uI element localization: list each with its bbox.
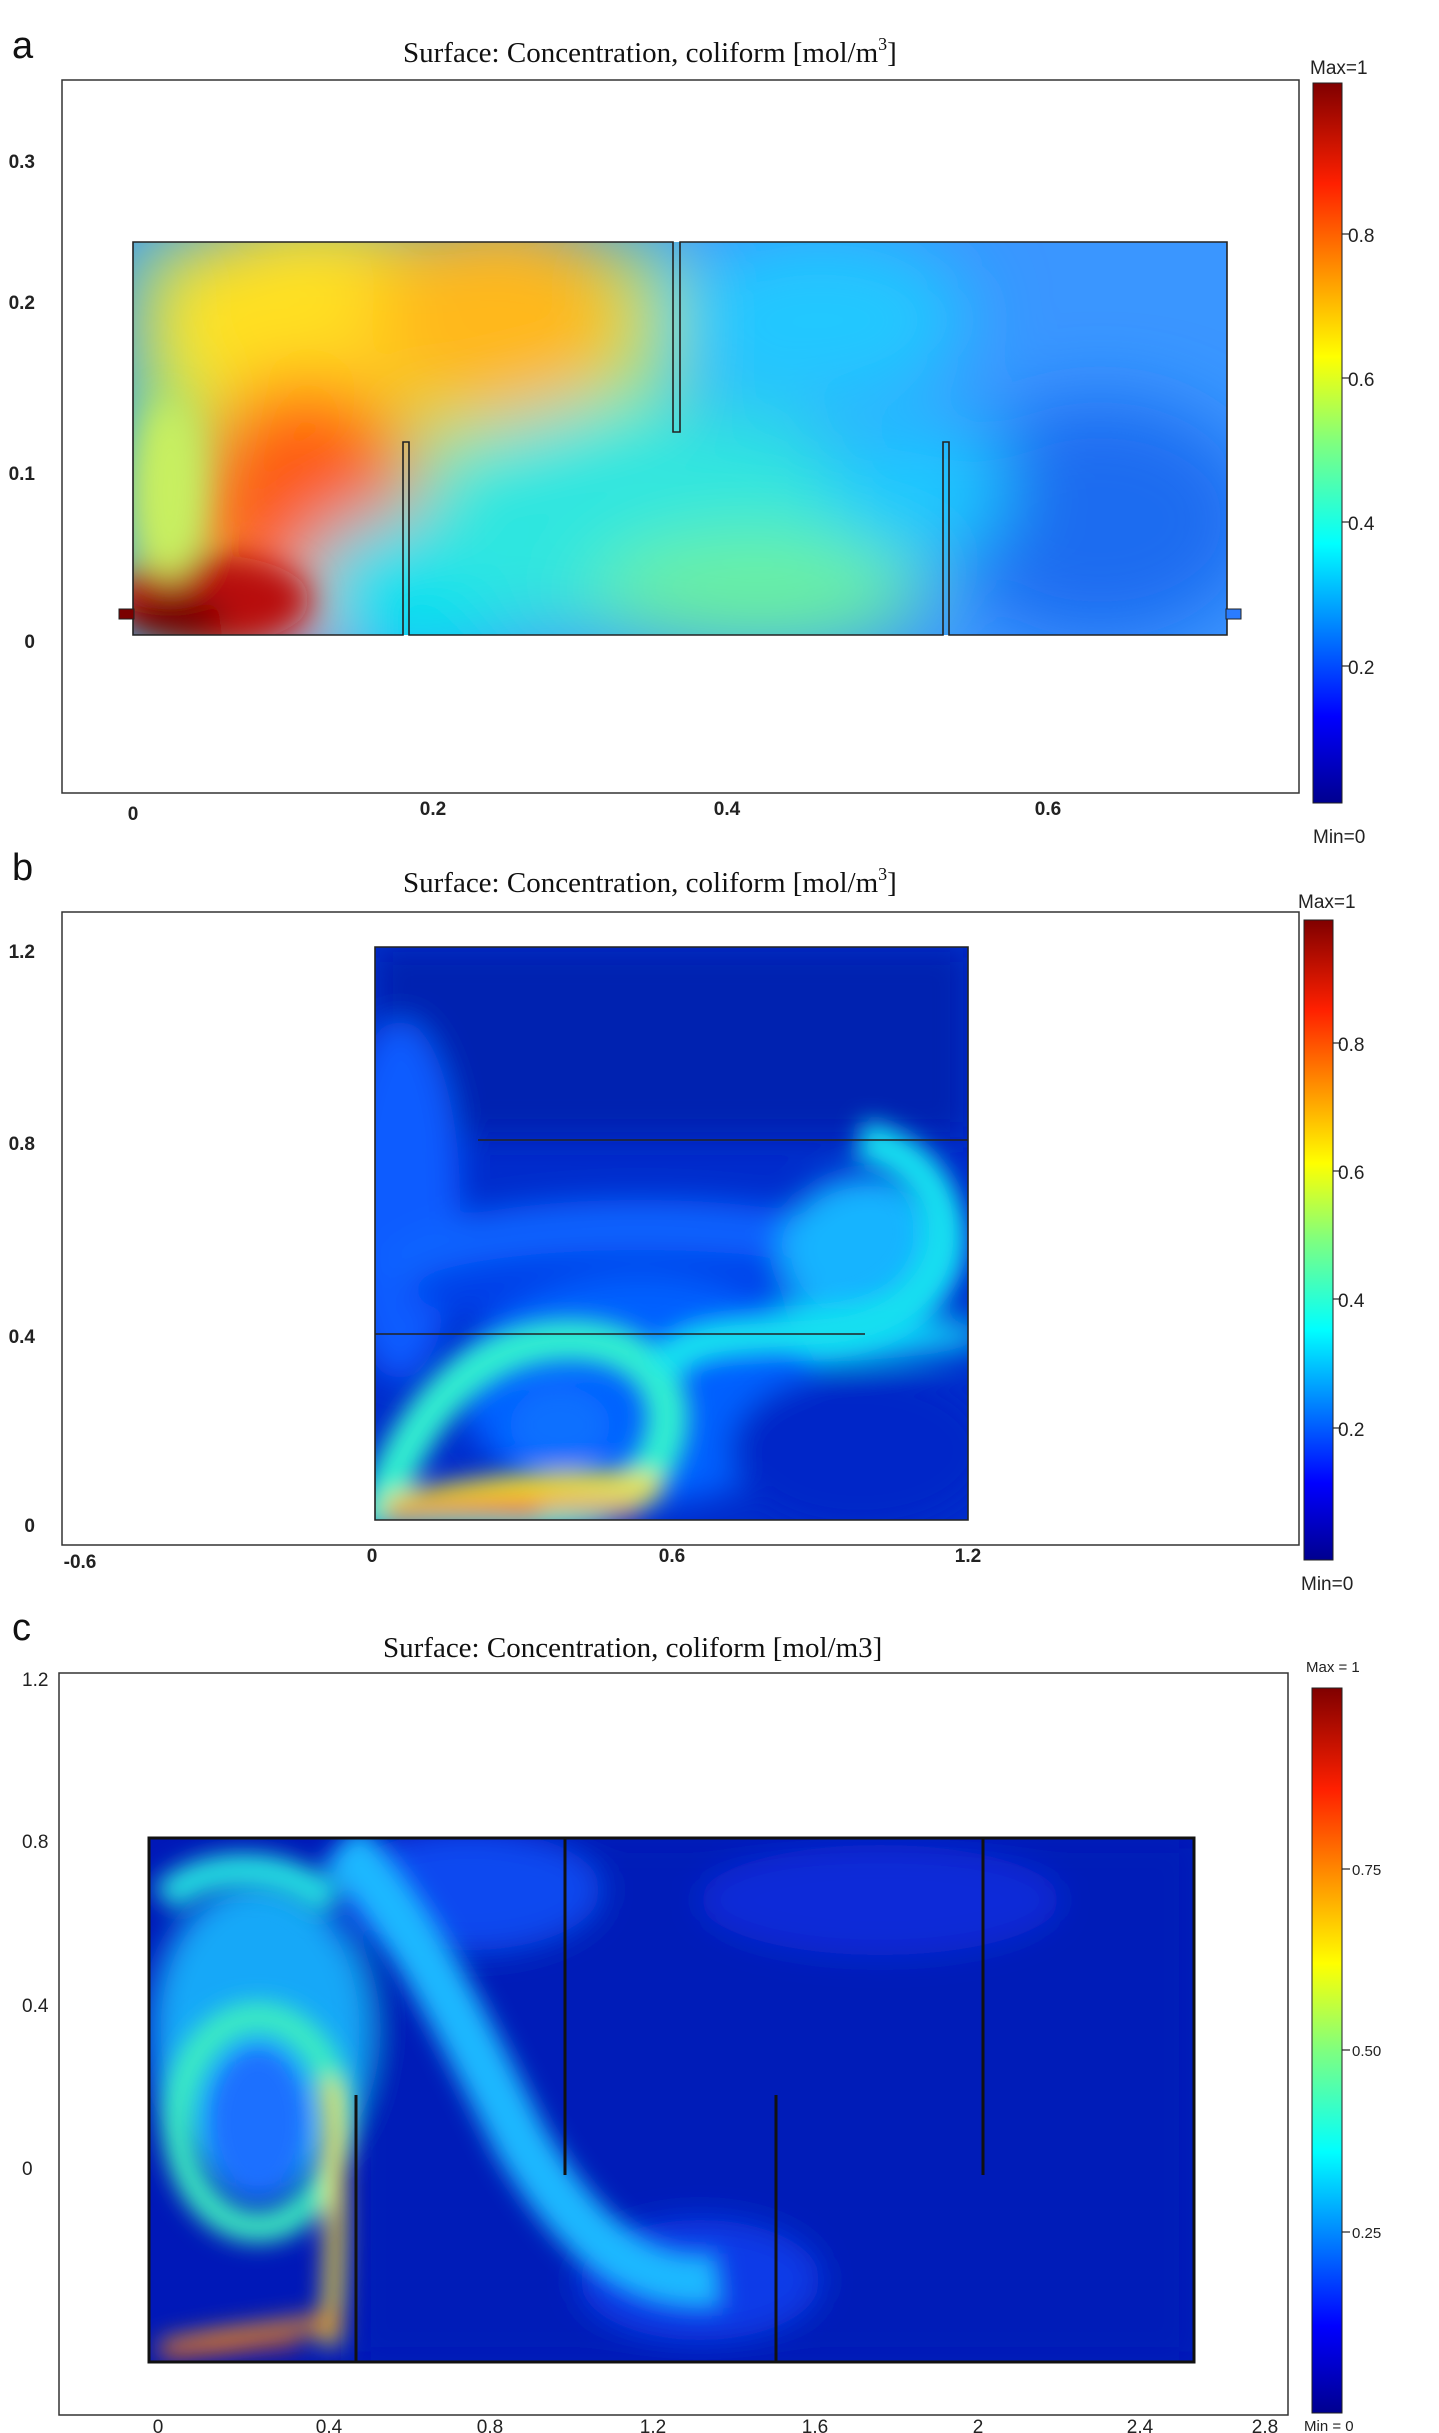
panel-c-x-tick: 2.8 <box>1252 2417 1278 2433</box>
panel-a-colorbar-max: Max=1 <box>1310 58 1368 79</box>
panel-a-x-tick: 0.6 <box>1035 799 1061 820</box>
panel-c: c Surface: Concentration, coliform [mol/… <box>12 1607 1381 2433</box>
panel-c-x-tick: 0.4 <box>316 2417 343 2433</box>
panel-a-x-tick: 0 <box>128 804 139 825</box>
panel-a-x-tick: 0.2 <box>420 799 446 820</box>
panel-c-x-tick: 0.8 <box>477 2417 503 2433</box>
panel-b-colorbar-min: Min=0 <box>1301 1574 1353 1595</box>
panel-a-field <box>133 242 1227 635</box>
panel-a: a Surface: Concentration, coliform [mol/… <box>9 25 1375 848</box>
panel-c-label: c <box>12 1607 31 1649</box>
panel-c-colorbar-min: Min = 0 <box>1304 2418 1354 2433</box>
panel-b-colorbar-max: Max=1 <box>1298 892 1356 913</box>
panel-b-x-tick: 0 <box>367 1546 378 1567</box>
panel-b-y-tick: 0.8 <box>9 1134 35 1155</box>
panel-b-x-tick: 1.2 <box>955 1546 981 1567</box>
panel-a-frame <box>61 79 1300 794</box>
panel-b-colorbar <box>1303 919 1334 1561</box>
panel-a-colorbar-tick: 0.2 <box>1348 658 1374 679</box>
panel-c-x-tick: 0 <box>153 2417 164 2433</box>
panel-b-colorbar-tick: 0.2 <box>1338 1420 1364 1441</box>
panel-a-colorbar <box>1312 82 1343 804</box>
panel-c-y-tick: 0.4 <box>22 1996 49 2017</box>
panel-c-frame <box>58 1672 1289 2416</box>
panel-b: b Surface: Concentration, coliform [mol/… <box>9 847 1365 1595</box>
panel-b-frame <box>61 911 1300 1546</box>
panel-a-inlet <box>118 608 135 620</box>
panel-b-x-tick: -0.6 <box>64 1552 97 1573</box>
panel-c-colorbar-tick: 0.25 <box>1352 2225 1381 2242</box>
panel-c-colorbar-tick: 0.50 <box>1352 2043 1381 2060</box>
panel-a-colorbar-tick: 0.6 <box>1348 370 1374 391</box>
panel-a-y-tick: 0.3 <box>9 152 35 173</box>
panel-b-y-tick: 0.4 <box>9 1327 36 1348</box>
panel-b-colorbar-tick: 0.8 <box>1338 1035 1364 1056</box>
panel-c-y-tick: 0.8 <box>22 1832 48 1853</box>
panel-c-x-tick: 1.6 <box>802 2417 828 2433</box>
panel-a-colorbar-tick: 0.4 <box>1348 514 1375 535</box>
panel-c-colorbar-max: Max = 1 <box>1306 1659 1360 1676</box>
panel-c-x-tick: 2 <box>973 2417 984 2433</box>
panel-c-title: Surface: Concentration, coliform [mol/m3… <box>383 1632 882 1664</box>
panel-c-colorbar-tick: 0.75 <box>1352 1862 1381 1879</box>
panel-c-x-tick: 1.2 <box>640 2417 666 2433</box>
panel-a-colorbar-min: Min=0 <box>1313 827 1365 848</box>
panel-a-tank-outline <box>132 241 1228 636</box>
panel-a-x-tick: 0.4 <box>714 799 741 820</box>
panel-b-colorbar-tick: 0.6 <box>1338 1163 1364 1184</box>
panel-c-tank-outline <box>147 1836 1196 2364</box>
panel-b-y-tick: 1.2 <box>9 942 35 963</box>
panel-b-field <box>375 947 968 1520</box>
panel-c-colorbar <box>1311 1687 1343 2414</box>
panel-a-outlet <box>1225 608 1242 620</box>
panel-b-label: b <box>12 847 33 889</box>
panel-b-colorbar-tick: 0.4 <box>1338 1291 1365 1312</box>
panel-c-y-tick: 0 <box>22 2159 33 2180</box>
panel-a-y-tick: 0 <box>24 632 35 653</box>
panel-c-x-tick: 2.4 <box>1127 2417 1154 2433</box>
panel-b-title: Surface: Concentration, coliform [mol/m3… <box>403 864 897 899</box>
panel-b-x-tick: 0.6 <box>659 1546 685 1567</box>
panel-b-y-tick: 0 <box>24 1516 35 1537</box>
panel-a-y-tick: 0.1 <box>9 464 36 485</box>
panel-a-label: a <box>12 25 34 67</box>
panel-a-title: Surface: Concentration, coliform [mol/m3… <box>403 34 897 69</box>
panel-c-y-tick: 1.2 <box>22 1670 48 1691</box>
panel-b-tank-outline <box>374 946 969 1521</box>
panel-c-field <box>149 1838 1194 2362</box>
panel-a-y-tick: 0.2 <box>9 293 35 314</box>
panel-a-colorbar-tick: 0.8 <box>1348 226 1374 247</box>
